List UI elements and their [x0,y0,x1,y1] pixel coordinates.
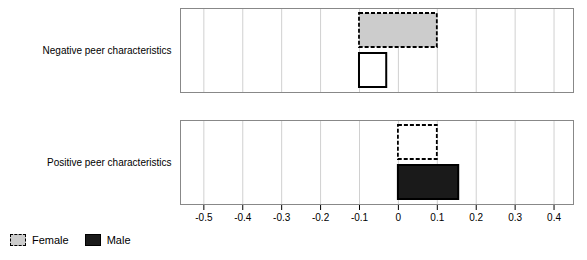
svg-text:0.2: 0.2 [469,212,483,223]
svg-text:-0.1: -0.1 [351,212,369,223]
svg-text:0.4: 0.4 [547,212,561,223]
svg-text:0.3: 0.3 [508,212,522,223]
svg-text:0.1: 0.1 [430,212,444,223]
svg-text:Negative peer characteristics: Negative peer characteristics [43,45,172,56]
svg-text:-0.3: -0.3 [273,212,291,223]
svg-text:-0.4: -0.4 [234,212,252,223]
svg-text:0: 0 [396,212,402,223]
html-text:Male: Male [106,234,131,246]
html-text:Female: Female [32,234,69,246]
svg-text:-0.2: -0.2 [312,212,330,223]
svg-text:Positive peer characteristics: Positive peer characteristics [47,157,172,168]
svg-text:-0.5: -0.5 [195,212,213,223]
